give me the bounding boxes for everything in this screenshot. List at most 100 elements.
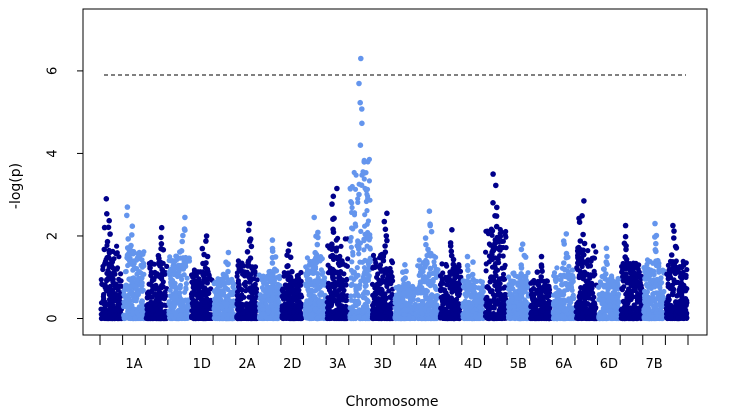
data-point <box>546 310 552 316</box>
data-point <box>260 310 266 317</box>
data-point <box>285 263 291 269</box>
data-point <box>220 292 226 298</box>
data-point <box>506 274 512 280</box>
data-point <box>118 271 124 277</box>
chromosome-points-2 <box>143 224 170 322</box>
data-point <box>348 244 354 250</box>
data-point <box>361 247 367 253</box>
data-point <box>139 280 145 286</box>
data-point <box>266 284 272 290</box>
data-point <box>127 315 133 321</box>
data-point <box>203 276 210 283</box>
data-point <box>261 293 267 299</box>
data-point <box>416 272 422 278</box>
data-point <box>499 265 505 271</box>
data-point <box>173 293 179 299</box>
data-point <box>172 280 178 286</box>
data-point <box>169 295 176 301</box>
data-point <box>168 283 174 289</box>
data-point <box>470 276 477 283</box>
data-point <box>423 241 429 248</box>
data-point <box>365 218 371 224</box>
data-point <box>518 292 524 298</box>
data-point <box>171 303 177 309</box>
data-point <box>500 306 506 312</box>
data-point <box>146 311 152 317</box>
data-point <box>382 243 388 249</box>
data-point <box>325 280 332 286</box>
data-point <box>109 287 116 293</box>
data-point <box>247 278 254 284</box>
data-point <box>230 284 236 290</box>
data-point <box>318 290 325 296</box>
data-point <box>314 241 321 248</box>
data-point <box>358 182 365 188</box>
data-point <box>128 242 134 249</box>
data-point <box>101 224 108 231</box>
data-point <box>537 315 543 321</box>
data-point <box>327 298 333 305</box>
data-point <box>349 259 355 265</box>
data-point <box>185 307 191 314</box>
data-point <box>382 226 389 233</box>
data-point <box>365 299 371 305</box>
data-point <box>167 287 173 293</box>
data-point <box>146 260 152 267</box>
data-point <box>249 264 256 270</box>
data-point <box>394 313 400 319</box>
data-point <box>358 228 364 234</box>
data-point <box>440 270 446 276</box>
data-point <box>364 303 370 309</box>
data-point <box>542 282 548 288</box>
data-point <box>330 193 337 200</box>
data-point <box>139 275 145 281</box>
data-point <box>124 252 131 258</box>
data-point <box>121 315 128 321</box>
peak-point <box>538 253 545 260</box>
data-point <box>268 276 274 282</box>
peak-point <box>490 171 496 177</box>
data-point <box>276 299 282 305</box>
data-point <box>182 261 188 268</box>
data-point <box>307 306 313 312</box>
data-point <box>247 236 254 242</box>
data-point <box>554 265 560 271</box>
chromosome-points-1 <box>121 204 147 322</box>
data-point <box>403 300 409 306</box>
data-point <box>158 234 164 241</box>
data-point <box>185 297 191 303</box>
data-point <box>122 294 128 300</box>
data-point <box>150 275 156 282</box>
data-point <box>290 309 297 315</box>
data-point <box>545 288 551 294</box>
data-point <box>361 159 368 165</box>
data-point <box>196 307 202 313</box>
data-point <box>492 299 498 305</box>
data-point <box>531 298 537 305</box>
data-point <box>330 226 336 233</box>
data-point <box>273 307 279 313</box>
data-point <box>452 306 458 312</box>
data-point <box>364 208 370 214</box>
chromosome-points-3 <box>166 214 193 322</box>
data-point <box>173 253 179 259</box>
data-point <box>425 315 431 322</box>
data-point <box>101 291 107 298</box>
data-point <box>383 233 390 239</box>
data-point <box>489 249 495 255</box>
data-point <box>486 259 492 265</box>
data-point <box>192 307 198 313</box>
data-point <box>484 284 490 290</box>
data-point <box>494 204 500 211</box>
peak-point <box>182 214 188 221</box>
data-point <box>338 243 344 249</box>
data-point <box>148 269 154 275</box>
peak-point <box>158 224 165 231</box>
data-point <box>225 268 231 275</box>
data-point <box>177 285 183 291</box>
data-point <box>441 298 447 304</box>
peak-point <box>464 253 471 260</box>
data-point <box>124 212 130 219</box>
data-point <box>176 268 182 275</box>
data-point <box>98 311 104 317</box>
